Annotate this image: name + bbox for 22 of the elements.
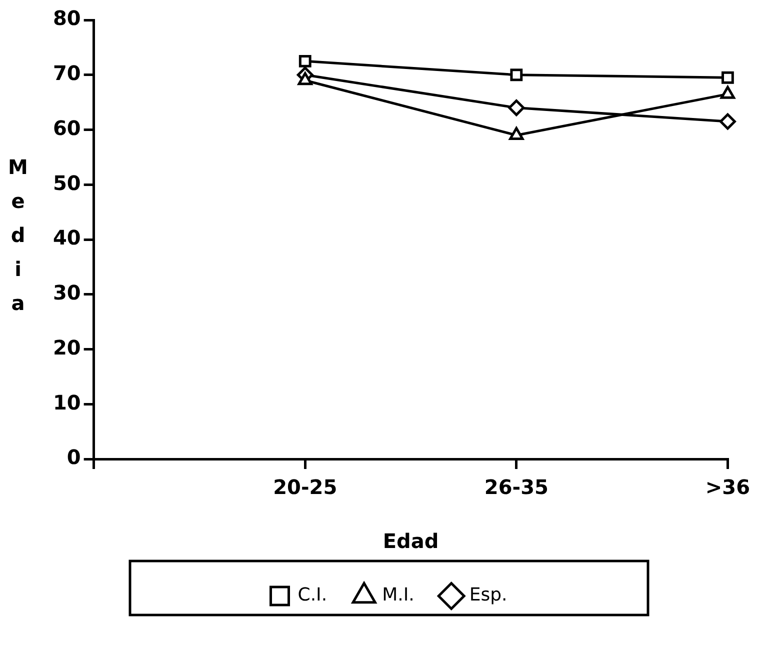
y-tick-label: 60 [52, 116, 81, 140]
legend-label: Esp. [469, 584, 508, 606]
x-axis-title: Edad [382, 529, 439, 554]
y-tick-label: 80 [52, 6, 81, 30]
y-tick-label: 70 [52, 61, 81, 86]
x-tick-label: >36 [705, 475, 750, 500]
x-tick-label: 20-25 [273, 475, 338, 500]
legend-label: M.I. [382, 584, 414, 606]
y-tick-label: 0 [66, 445, 81, 470]
point [508, 100, 525, 116]
point [722, 71, 734, 84]
y-tick-label: 40 [52, 226, 81, 250]
legend-label: C.I. [298, 584, 328, 606]
point [298, 54, 312, 68]
y-tick-label: 30 [52, 280, 81, 305]
x-tick-label: 26-35 [484, 475, 548, 500]
y-tick-label: 10 [52, 390, 81, 414]
y-tick-label: 50 [52, 170, 81, 195]
y-tick-label: 20 [52, 335, 81, 360]
y-axis-title: Media [8, 154, 28, 317]
point [510, 68, 523, 82]
point [719, 113, 736, 130]
